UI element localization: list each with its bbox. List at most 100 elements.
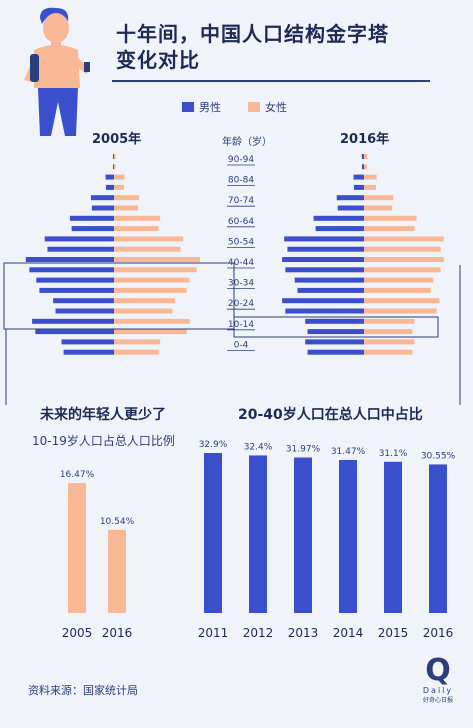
pyramid-2005-male-bar xyxy=(61,339,114,345)
working-age-bar xyxy=(294,457,312,613)
pyramid-2016-female-bar xyxy=(364,287,431,293)
pyramid-2005-male-bar xyxy=(35,329,114,335)
pyramid-2005-male-bar xyxy=(32,318,114,324)
working-age-bar xyxy=(249,455,267,613)
working-age-bar-value-label: 31.47% xyxy=(331,447,366,457)
pyramid-2016-female-bar xyxy=(364,236,444,242)
pyramid-2005-male-bar xyxy=(55,308,114,314)
pyramid-2005-male-bar xyxy=(25,257,114,262)
pyramid-2016-male-bar xyxy=(313,215,364,221)
pyramid-2005-female-bar xyxy=(114,174,125,180)
youth-bar xyxy=(108,529,126,613)
legend-female-swatch xyxy=(248,102,260,112)
pyramid-2016-female-bar xyxy=(364,164,368,170)
age-group-label: 40-44 xyxy=(228,258,254,268)
bag-strap-shape xyxy=(30,54,39,82)
youth-section-subtitle: 10-19岁人口占总人口比例 xyxy=(32,434,175,448)
page-title-line1: 十年间，中国人口结构金字塔 xyxy=(116,22,389,46)
pyramid-2016-male-bar xyxy=(353,184,364,190)
age-group-label: 60-64 xyxy=(228,217,254,227)
pyramid-2005-male-bar xyxy=(90,195,114,201)
neck-shape xyxy=(51,40,61,48)
title-divider xyxy=(112,80,430,82)
population-pyramids: 90-94 80-84 70-74 60-64 50-54 40-44 30-34 20-24… xyxy=(25,154,444,355)
pyramid-2016-male-bar xyxy=(307,349,364,355)
pyramid-2016-male-bar xyxy=(282,298,364,304)
pyramid-2005-female-bar xyxy=(114,226,159,232)
legend-male-label: 男性 xyxy=(199,101,221,114)
pyramid-2005-male-bar xyxy=(39,287,114,293)
source-note: 资料来源：国家统计局 xyxy=(28,684,138,697)
working-age-bar xyxy=(384,461,402,613)
legs-shape xyxy=(38,88,78,136)
age-group-label: 30-34 xyxy=(228,279,254,289)
working-age-bar-year-label: 2014 xyxy=(333,626,364,640)
pyramid-2016-female-bar xyxy=(364,205,393,211)
pyramid-2005-male-bar xyxy=(112,154,114,159)
youth-bar-year-label: 2005 xyxy=(62,626,93,640)
pyramid-2005-male-bar xyxy=(71,226,114,232)
pyramid-2005-male-bar xyxy=(105,184,114,190)
pyramid-2005-female-bar xyxy=(114,267,197,273)
pyramid-2016-female-bar xyxy=(364,215,417,221)
legend-male-swatch xyxy=(182,102,194,112)
pyramid-2005-female-bar xyxy=(114,298,175,304)
pyramid-2005-female-bar xyxy=(114,339,161,345)
logo-text: Daily xyxy=(422,686,454,695)
pyramid-2005-female-bar xyxy=(114,277,190,283)
youth-bar-chart: 16.47% 2005 10.54% 2016 xyxy=(60,470,135,640)
working-age-bar-value-label: 31.1% xyxy=(379,449,408,459)
age-group-label: 10-14 xyxy=(228,320,254,330)
pyramid-2016-male-bar xyxy=(305,339,364,345)
pyramid-2016-female-bar xyxy=(364,195,394,201)
working-age-bar-value-label: 32.4% xyxy=(244,442,273,452)
pyramid-2005-male-bar xyxy=(53,298,114,304)
pyramid-2016-male-bar xyxy=(307,329,364,335)
head-shape xyxy=(43,13,69,43)
pyramid-2005-female-bar xyxy=(114,154,116,159)
pyramid-2016-male-bar xyxy=(361,154,364,159)
pyramid-2005-male-bar xyxy=(36,277,114,283)
age-group-label: 80-84 xyxy=(228,176,254,186)
pyramid-2005-female-bar xyxy=(114,287,187,293)
pyramid-2005-male-bar xyxy=(47,246,114,252)
age-group-label: 20-24 xyxy=(228,299,254,309)
daily-logo: Q Daily 好奇心日报 xyxy=(414,656,462,705)
person-illustration xyxy=(24,7,90,136)
pyramid-2005-male-bar xyxy=(29,267,114,273)
pyramid-2016-female-bar xyxy=(364,257,444,262)
age-group-label: 70-74 xyxy=(228,196,254,206)
pyramid-left-year: 2005年 xyxy=(92,132,142,147)
pyramid-2005-male-bar xyxy=(63,349,114,355)
pyramid-2016-male-bar xyxy=(285,308,364,314)
pyramid-2016-female-bar xyxy=(364,318,415,324)
age-20-44-frame xyxy=(3,262,235,330)
pyramid-2016-female-bar xyxy=(364,184,377,190)
pyramid-right-year: 2016年 xyxy=(340,132,390,147)
age-axis-header: 年龄（岁） xyxy=(222,137,272,148)
pyramid-2005-female-bar xyxy=(114,236,184,242)
pyramid-2016-female-bar xyxy=(364,308,437,314)
pyramid-2005-female-bar xyxy=(114,246,181,252)
pyramid-2005-male-bar xyxy=(91,205,114,211)
phone-shape xyxy=(84,62,90,72)
pyramid-2016-male-bar xyxy=(284,236,364,242)
youth-bar-value-label: 10.54% xyxy=(100,517,135,527)
pyramid-2005-male-bar xyxy=(105,174,114,180)
pyramid-2016-male-bar xyxy=(315,226,364,232)
torso-shape xyxy=(34,45,80,88)
pyramid-2005-female-bar xyxy=(114,184,125,190)
legend-female: 女性 xyxy=(248,99,287,115)
pyramid-2005-female-bar xyxy=(114,195,140,201)
working-age-bar xyxy=(429,464,447,613)
working-age-bar-year-label: 2016 xyxy=(423,626,454,640)
age-group-label: 90-94 xyxy=(228,155,254,165)
age-group-label: 0-4 xyxy=(234,340,249,350)
pyramid-2005-female-bar xyxy=(114,164,116,170)
pyramid-2005-male-bar xyxy=(69,215,114,221)
working-age-bar xyxy=(204,453,222,613)
legend-male: 男性 xyxy=(182,99,221,115)
logo-sub: 好奇心日报 xyxy=(422,697,453,704)
working-age-bar-year-label: 2015 xyxy=(378,626,409,640)
working-age-bar-value-label: 31.97% xyxy=(286,445,321,455)
